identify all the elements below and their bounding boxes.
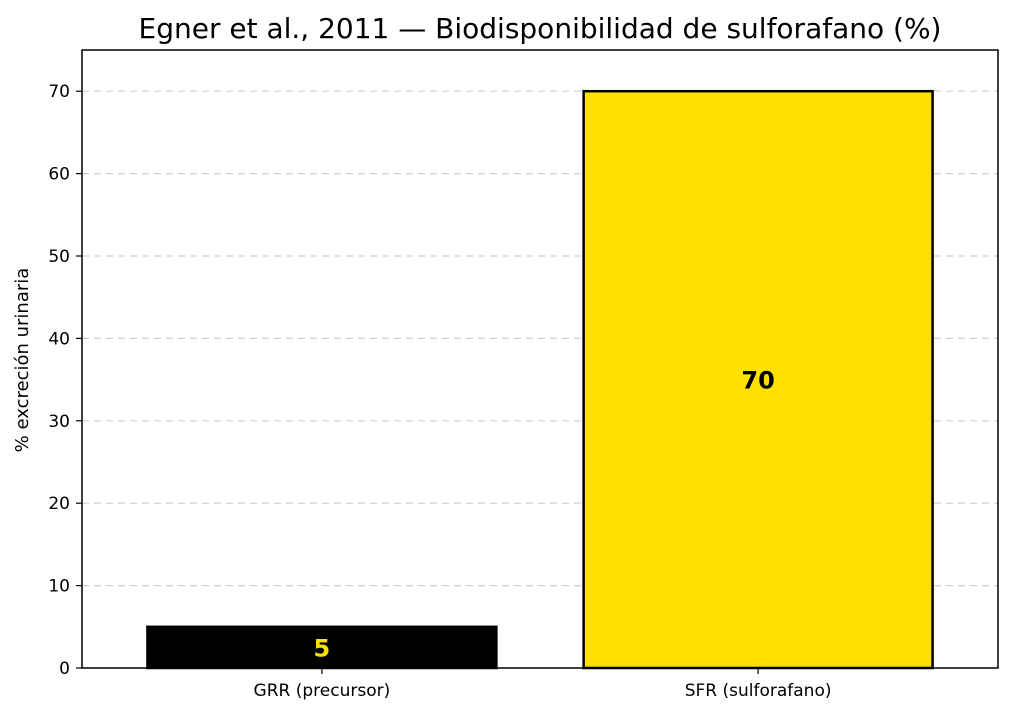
x-tick-label: GRR (precursor)	[254, 681, 391, 701]
chart-title: Egner et al., 2011 — Biodisponibilidad d…	[139, 12, 942, 45]
y-tick-label: 20	[48, 494, 70, 514]
y-tick-label: 10	[48, 577, 70, 597]
y-tick-label: 50	[48, 247, 70, 267]
y-tick-label: 60	[48, 165, 70, 185]
bar	[146, 625, 498, 670]
axis-ticks: 0 10 20 30 40 50 60 70 GRR (precursor) SFR (sulfo…	[48, 82, 831, 701]
y-tick-label: 40	[48, 329, 70, 349]
data-labels: 5 70	[314, 367, 775, 663]
y-tick-label: 30	[48, 412, 70, 432]
grid-lines	[82, 90, 998, 587]
x-tick-label: SFR (sulforafano)	[685, 681, 832, 701]
y-tick-label: 0	[59, 659, 70, 679]
y-axis-label: % excreción urinaria	[12, 268, 33, 453]
y-tick-label: 70	[48, 82, 70, 102]
plot-frame	[81, 49, 999, 669]
bar-value-label: 5	[314, 634, 331, 662]
bar-value-label: 70	[741, 367, 774, 395]
